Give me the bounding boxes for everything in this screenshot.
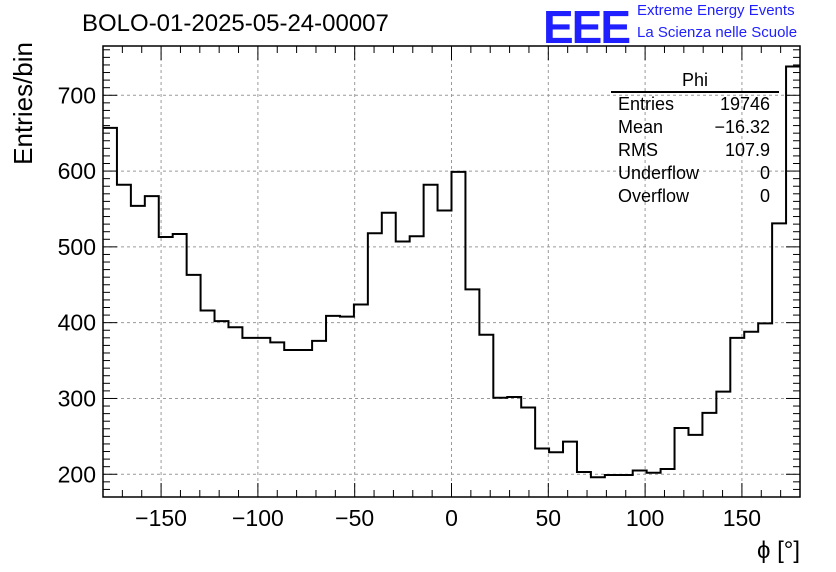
histogram-bin <box>577 472 591 497</box>
histogram-bin <box>647 473 661 497</box>
histogram-bin <box>758 323 772 497</box>
stats-row: RMS 107.9 <box>611 139 779 162</box>
histogram-bins <box>103 65 800 497</box>
histogram-bin <box>340 317 354 497</box>
logo-line-2: La Scienza nelle Scuole <box>637 24 798 41</box>
histogram-bin <box>256 338 270 497</box>
histogram-bin <box>688 435 702 497</box>
histogram-bin <box>438 210 452 497</box>
y-tick-label: 300 <box>58 385 96 411</box>
histogram-bin <box>117 185 131 497</box>
histogram-bin <box>145 196 159 497</box>
stats-row: Mean −16.32 <box>611 116 779 139</box>
stats-value: 0 <box>759 186 770 206</box>
x-tick-label: −50 <box>335 505 374 531</box>
histogram-bin <box>173 234 187 497</box>
x-tick-label: 50 <box>536 505 562 531</box>
x-tick-label: 100 <box>626 505 664 531</box>
stats-label: RMS <box>618 140 658 160</box>
histogram-bin <box>493 398 507 497</box>
stats-value: 19746 <box>719 94 770 114</box>
histogram-bin <box>103 128 117 497</box>
histogram-bin <box>312 341 326 497</box>
histogram-bin <box>549 452 563 497</box>
histogram-bin <box>507 397 521 497</box>
histogram-bin <box>591 477 605 497</box>
y-axis-label: Entries/bin <box>8 42 38 165</box>
histogram-bin <box>410 236 424 497</box>
y-tick-label: 500 <box>58 234 96 260</box>
histogram-bin <box>424 185 438 497</box>
x-tick-labels: −150 −100 −50 0 50 100 150 <box>135 505 761 531</box>
histogram-bin <box>730 338 744 497</box>
x-tick-label: −100 <box>232 505 284 531</box>
stats-label: Mean <box>618 117 664 137</box>
y-tick-label: 400 <box>58 310 96 336</box>
histogram-bin <box>354 304 368 497</box>
histogram-bin <box>159 237 173 497</box>
histogram-bin <box>772 223 786 497</box>
stats-row: Overflow 0 <box>611 185 779 208</box>
histogram-bin <box>563 442 577 497</box>
histogram-bin <box>605 475 619 497</box>
stats-row: Underflow 0 <box>611 162 779 185</box>
histogram-bin <box>298 350 312 497</box>
histogram-bin <box>215 321 229 497</box>
stats-label: Overflow <box>618 186 690 206</box>
histogram-bin <box>535 448 549 497</box>
x-axis-label: ϕ [°] <box>757 537 800 564</box>
x-tick-label: 0 <box>445 505 458 531</box>
histogram-bin <box>716 392 730 497</box>
histogram-bin <box>521 408 535 497</box>
stats-label: Entries <box>618 94 675 114</box>
histogram-bin <box>479 335 493 497</box>
y-tick-label: 700 <box>58 82 96 108</box>
histogram-bin <box>228 327 242 497</box>
stats-value: −16.32 <box>714 117 770 137</box>
histogram-bin <box>326 316 340 497</box>
eee-logo: EEE <box>543 1 631 53</box>
logo-line-1: Extreme Energy Events <box>637 2 795 19</box>
histogram-bin <box>661 469 675 497</box>
histogram-bin <box>201 311 215 497</box>
histogram-bin <box>242 338 256 497</box>
axis-ticks <box>102 46 801 497</box>
histogram-bin <box>633 470 647 497</box>
histogram-bin <box>452 172 466 497</box>
histogram-bin <box>744 332 758 497</box>
y-tick-labels: 200 300 400 500 600 700 <box>58 82 96 487</box>
stats-value: 107.9 <box>724 140 770 160</box>
histogram-bin <box>702 413 716 497</box>
x-tick-label: −150 <box>135 505 187 531</box>
histogram-bin <box>131 206 145 497</box>
stats-value: 0 <box>759 163 770 183</box>
stats-label: Underflow <box>618 163 700 183</box>
histogram-bin <box>284 350 298 497</box>
histogram-bin <box>270 342 284 497</box>
stats-name: Phi <box>611 70 779 93</box>
histogram-bin <box>396 242 410 497</box>
histogram-bin <box>187 275 201 497</box>
histogram-outline <box>103 65 800 479</box>
histogram-bin <box>786 66 800 497</box>
stats-box: Phi Entries 19746 Mean −16.32 RMS 107.9 Underf… <box>611 70 779 208</box>
histogram-bin <box>368 233 382 497</box>
y-tick-label: 200 <box>58 461 96 487</box>
plot-frame <box>102 45 801 498</box>
x-tick-label: 150 <box>723 505 761 531</box>
histogram-bin <box>465 289 479 497</box>
chart-title: BOLO-01-2025-05-24-00007 <box>82 10 389 37</box>
histogram-bin <box>675 428 689 497</box>
stats-row: Entries 19746 <box>611 93 779 116</box>
y-tick-label: 600 <box>58 158 96 184</box>
histogram-bin <box>382 213 396 497</box>
